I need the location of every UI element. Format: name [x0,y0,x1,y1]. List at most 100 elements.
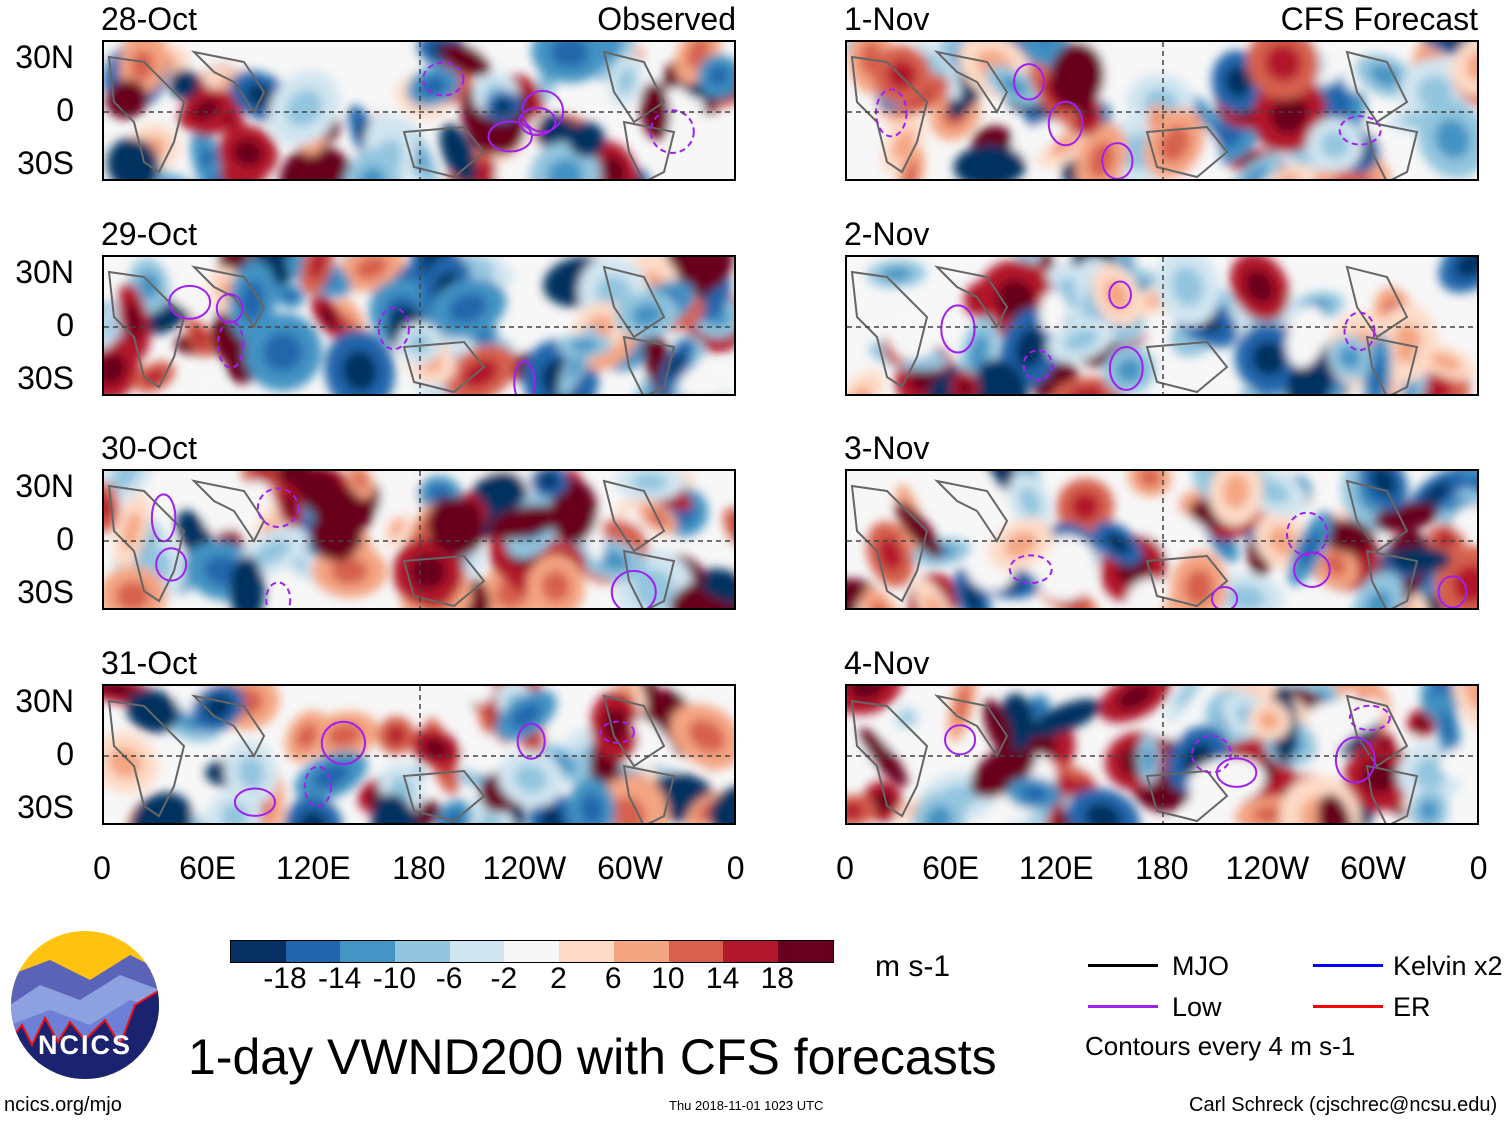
low-contour [1191,734,1232,774]
coastline [190,694,266,758]
wind-anomaly-core [1142,746,1155,773]
coastline [1365,335,1419,394]
wind-anomaly-core [354,257,388,280]
coastline [1145,340,1229,394]
wind-anomaly-core [319,305,338,328]
panel-date-label: 29-Oct [101,216,198,252]
wind-anomaly-core [1369,64,1400,87]
lon-label: 180 [392,850,446,886]
wind-anomaly-core [892,129,915,159]
wind-anomaly-core [887,60,917,90]
wind-anomaly-core [130,49,154,81]
low-contour [320,720,367,766]
wind-anomaly-core [686,42,710,69]
wind-anomaly-core [1047,708,1084,728]
wind-anomaly-blob [375,800,441,823]
wind-anomaly-core [514,764,548,793]
wind-anomaly-core [122,511,142,550]
wind-anomaly-core [1222,473,1250,509]
footer-url[interactable]: ncics.org/mjo [4,1094,122,1116]
low-contour [516,722,546,760]
wind-anomaly-core [1265,44,1302,82]
wind-anomaly-core [479,811,505,823]
coastline [1365,764,1419,823]
wind-anomaly-core [1258,710,1281,731]
wind-anomaly-core [237,756,265,789]
lat-label: 30S [17,145,74,181]
map-panel [845,255,1479,396]
lon-label: 0 [1469,850,1488,886]
wind-anomaly-core [1455,257,1477,279]
legend-kelvin-label: Kelvin x2 [1393,951,1503,981]
wind-anomaly-core [441,511,470,542]
wind-anomaly-core [413,515,431,543]
lat-label: 0 [56,736,74,772]
colorbar-tick-label: -10 [372,962,417,995]
wind-anomaly-core [1465,50,1477,81]
wind-anomaly-blob [861,587,900,608]
wind-anomaly-core [1464,686,1477,710]
wind-anomaly-core [667,351,685,379]
wind-anomaly-core [725,799,734,823]
coastline [402,554,486,608]
colorbar-tick-label: -14 [318,962,362,995]
low-contour [875,88,908,138]
wind-anomaly-core [1251,341,1286,376]
panel-date-label: 1-Nov [844,1,930,37]
wind-anomaly-core [104,686,136,698]
coastline [933,694,1009,758]
lat-label: 30S [17,574,74,610]
wind-anomaly-core [309,257,327,280]
map-panel [102,469,736,610]
low-contour [599,720,635,744]
low-contour [610,569,657,608]
wind-anomaly-core [298,811,328,823]
wind-anomaly-core [111,471,142,491]
low-contour [944,724,977,756]
wind-anomaly-core [449,138,468,170]
wind-anomaly-core [540,805,564,823]
wind-anomaly-core [1414,716,1429,732]
wind-anomaly-blob [1351,571,1405,608]
wind-anomaly-core [1320,131,1350,159]
wind-anomaly-core [990,713,1006,742]
low-contour [487,120,533,153]
coastline [622,549,676,608]
colorbar-tick-label: -2 [490,962,518,995]
low-contour [1348,704,1391,732]
wind-anomaly-core [617,67,635,95]
footer-author: Carl Schreck (cjschrec@ncsu.edu) [1189,1094,1498,1116]
legend-er-line [1313,1005,1383,1008]
wind-anomaly-core [326,723,362,748]
coastline [1145,769,1229,823]
low-contour [217,320,245,369]
low-contour [215,293,244,324]
wind-anomaly-core [1405,553,1437,566]
colorbar-swatch [777,941,833,962]
wind-anomaly-core [307,483,333,514]
wind-anomaly-core [1452,564,1477,604]
legend-mjo-label: MJO [1172,951,1229,981]
map-panel [102,40,736,181]
lon-label: 0 [726,850,745,886]
low-contour [1108,280,1132,309]
wind-anomaly-core [493,98,513,115]
map-panel [845,469,1479,610]
low-contour [1108,346,1144,391]
coastline [1365,120,1419,179]
wind-anomaly-core [969,334,989,371]
wind-anomaly-core [971,155,1008,178]
wind-anomaly-core [1007,707,1026,738]
wind-anomaly-core [108,747,142,779]
wind-anomaly-blob [1318,691,1357,747]
wind-anomaly-core [577,130,596,149]
forecast-label: CFS Forecast [1280,1,1478,37]
wind-anomaly-core [176,76,192,92]
wind-anomaly-blob [708,785,734,823]
wind-anomaly-core [238,573,256,608]
colorbar-tick-label: 2 [550,962,567,995]
coastline [1145,125,1229,179]
wind-anomaly-core [192,327,207,348]
wind-anomaly-core [104,315,118,339]
low-contour [1047,100,1084,147]
